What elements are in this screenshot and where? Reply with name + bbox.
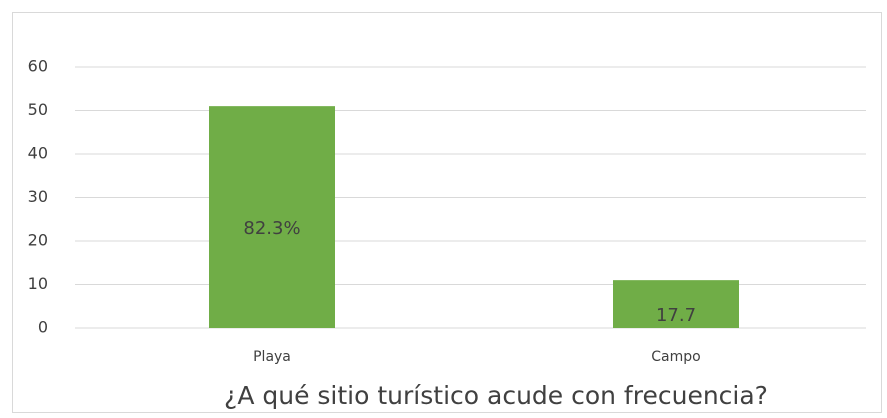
chart-border [12, 12, 882, 413]
y-tick-label: 60 [28, 57, 48, 76]
y-tick-label: 0 [38, 318, 48, 337]
bar-annotation: 17.7 [656, 305, 696, 326]
x-tick-label: Playa [253, 349, 291, 365]
chart-title: ¿A qué sitio turístico acude con frecuen… [224, 381, 768, 410]
y-tick-label: 40 [28, 144, 48, 163]
y-tick-label: 20 [28, 231, 48, 250]
y-tick-label: 50 [28, 100, 48, 119]
x-tick-label: Campo [651, 349, 700, 365]
bar [209, 106, 335, 329]
bar-annotation: 82.3% [243, 218, 300, 239]
bar [613, 280, 739, 328]
y-tick-label: 10 [28, 274, 48, 293]
y-tick-label: 30 [28, 187, 48, 206]
